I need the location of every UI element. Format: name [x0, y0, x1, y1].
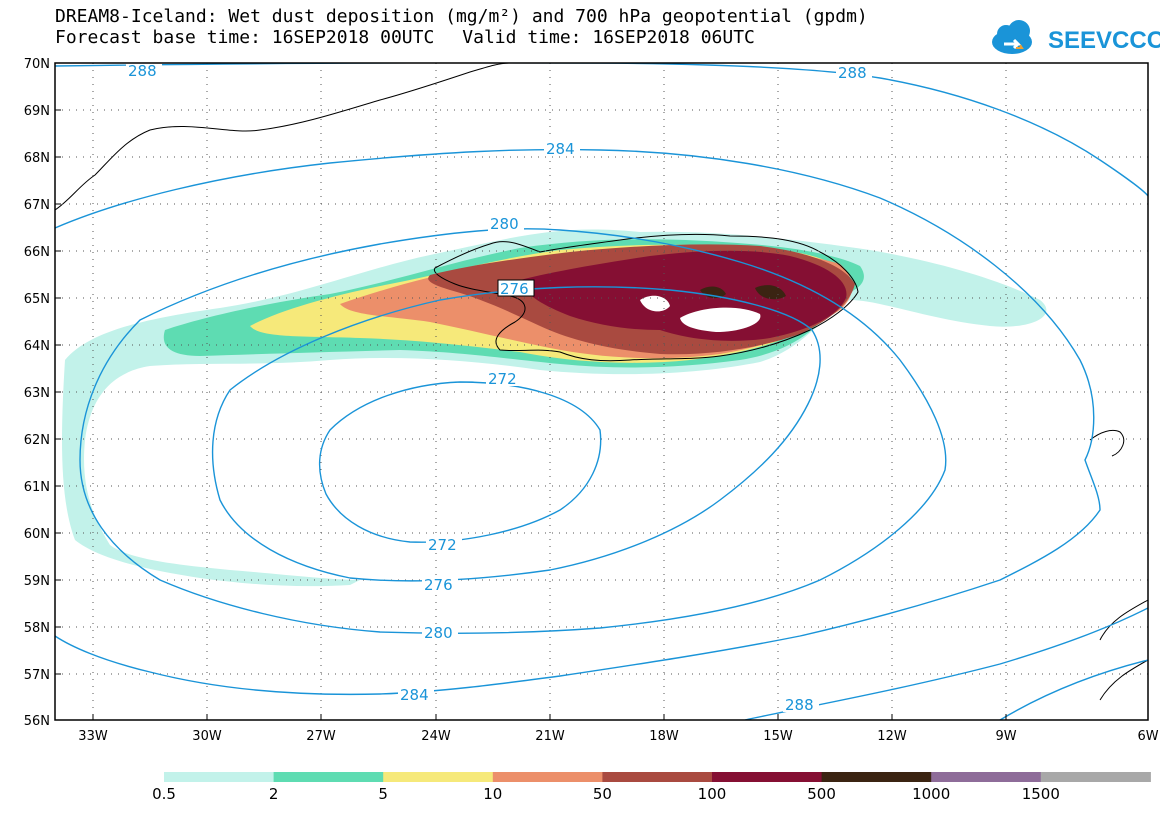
lon-label: 21W [535, 729, 565, 744]
longitude-labels: 33W 30W 27W 24W 21W 18W 15W 12W 9W 6W [78, 729, 1158, 744]
lat-label: 64N [24, 339, 50, 354]
seevccc-logo: SEEVCCC [992, 20, 1160, 54]
lat-label: 62N [24, 433, 50, 448]
clear-patch [640, 295, 761, 332]
lat-label: 59N [24, 574, 50, 589]
lat-label: 56N [24, 714, 50, 729]
lat-label: 68N [24, 151, 50, 166]
colorbar-swatch [1040, 772, 1151, 782]
lat-label: 66N [24, 245, 50, 260]
greenland-coast [55, 63, 511, 211]
lat-label: 65N [24, 292, 50, 307]
colorbar-swatch [821, 772, 932, 782]
dust-band-500 [700, 285, 786, 300]
colorbar-label: 5 [378, 785, 388, 803]
colorbar-swatch [602, 772, 713, 782]
base-time: Forecast base time: 16SEP2018 00UTC [55, 27, 435, 48]
contour-label: 284 [400, 686, 429, 704]
lon-label: 30W [192, 729, 222, 744]
contour-288-bottom2 [999, 659, 1148, 720]
lon-label: 18W [649, 729, 679, 744]
colorbar-swatch [383, 772, 494, 782]
scotland-norway-coast [1099, 599, 1148, 701]
valid-time: Valid time: 16SEP2018 06UTC [462, 27, 755, 48]
colorbar-label: 50 [593, 785, 612, 803]
colorbar-label: 0.5 [152, 785, 176, 803]
lat-label: 67N [24, 198, 50, 213]
lon-label: 6W [1137, 729, 1158, 744]
dust-band-100 [520, 250, 847, 341]
coastlines [55, 63, 1148, 701]
lat-label: 63N [24, 386, 50, 401]
contour-label: 276 [424, 576, 453, 594]
lat-label: 60N [24, 527, 50, 542]
cloud-icon [992, 20, 1032, 54]
lat-label: 57N [24, 668, 50, 683]
time-info: Forecast base time: 16SEP2018 00UTC Valid… [55, 29, 755, 47]
colorbar-swatch [931, 772, 1042, 782]
faroe-shetland-coast [1089, 429, 1125, 457]
colorbar-label: 1500 [1022, 785, 1060, 803]
contour-label: 276 [500, 280, 529, 298]
contour-284 [55, 148, 1101, 696]
contour-280 [79, 228, 947, 634]
contour-labels: 288 288 284 280 276 272 272 276 280 284 … [126, 62, 872, 714]
contour-label: 288 [838, 64, 867, 82]
contour-label: 288 [128, 62, 157, 80]
colorbar: 0.5 2 5 10 50 100 500 1000 1500 [152, 772, 1151, 803]
contour-label: 272 [428, 536, 457, 554]
tick-marks [55, 62, 1007, 720]
contour-label: 272 [488, 370, 517, 388]
colorbar-swatch [164, 772, 275, 782]
colorbar-label: 2 [269, 785, 279, 803]
contour-label: 284 [546, 140, 575, 158]
iceland-coast [433, 233, 859, 362]
lat-label: 70N [24, 57, 50, 72]
lat-label: 58N [24, 621, 50, 636]
contour-label: 288 [785, 696, 814, 714]
latitude-labels: 70N 69N 68N 67N 66N 65N 64N 63N 62N 61N … [24, 57, 50, 729]
lon-label: 12W [877, 729, 907, 744]
lon-label: 24W [421, 729, 451, 744]
lon-label: 9W [995, 729, 1016, 744]
colorbar-swatch [712, 772, 823, 782]
colorbar-label: 500 [807, 785, 836, 803]
lon-label: 33W [78, 729, 108, 744]
lon-label: 27W [306, 729, 336, 744]
colorbar-swatch [273, 772, 384, 782]
contour-272 [318, 381, 602, 543]
contour-label: 280 [490, 215, 519, 233]
contour-label: 280 [424, 624, 453, 642]
map-title: DREAM8-Iceland: Wet dust deposition (mg/… [55, 6, 868, 27]
colorbar-label: 1000 [912, 785, 950, 803]
lat-label: 69N [24, 104, 50, 119]
graticule [55, 63, 1148, 720]
dust-deposition-field [62, 229, 1047, 587]
colorbar-label: 10 [483, 785, 502, 803]
colorbar-label: 100 [698, 785, 727, 803]
lon-label: 15W [763, 729, 793, 744]
colorbar-swatch [492, 772, 603, 782]
logo-text: SEEVCCC [1048, 27, 1160, 54]
lat-label: 61N [24, 480, 50, 495]
